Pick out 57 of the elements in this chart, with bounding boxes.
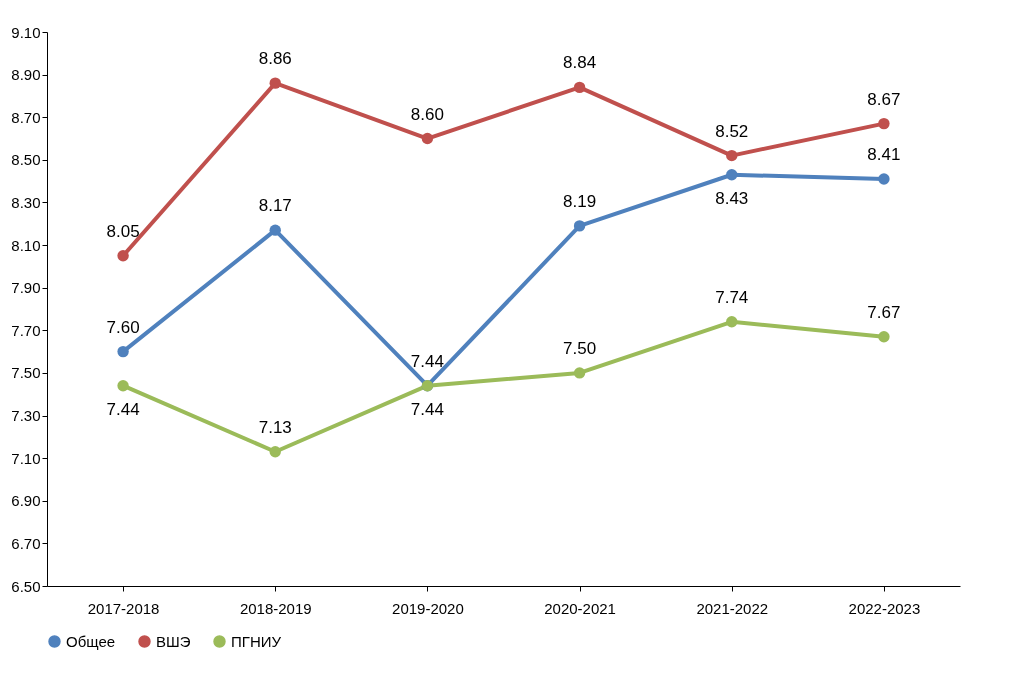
y-tick-label: 8.50: [11, 151, 41, 169]
y-tick-label: 7.70: [11, 321, 41, 339]
legend-label: Общее: [66, 632, 116, 650]
data-label: 8.60: [410, 104, 444, 124]
point: [117, 345, 129, 358]
point: [573, 81, 586, 94]
point: [117, 250, 129, 262]
point: [573, 367, 586, 379]
data-label: 8.86: [258, 49, 292, 69]
data-label: 8.05: [106, 221, 140, 241]
point: [421, 132, 434, 145]
data-label: 8.41: [867, 145, 901, 165]
y-tick-label: 7.90: [11, 279, 41, 297]
x-tick-label: 2017-2018: [87, 599, 160, 617]
x-tick-label: 2019-2020: [392, 599, 464, 617]
y-tick-label: 6.50: [11, 577, 41, 595]
x-tick-label: 2020-2021: [544, 599, 616, 617]
y-tick-label: 7.30: [11, 407, 41, 425]
data-label: 8.43: [715, 188, 749, 208]
point: [878, 173, 890, 185]
point: [726, 149, 738, 162]
point: [878, 331, 890, 343]
data-label: 7.50: [563, 338, 597, 358]
y-tick-label: 8.90: [11, 66, 41, 84]
y-tick-label: 7.10: [11, 449, 41, 467]
point: [269, 224, 281, 236]
y-tick-label: 8.30: [11, 193, 41, 211]
point: [726, 316, 738, 328]
data-label: 8.17: [258, 196, 292, 216]
point: [117, 380, 129, 392]
y-tick-label: 7.50: [11, 364, 41, 382]
point: [726, 169, 738, 181]
data-label: 7.44: [106, 399, 140, 419]
y-tick-label: 8.10: [11, 236, 41, 254]
y-tick-label: 9.10: [11, 23, 41, 41]
x-tick-label: 2018-2019: [239, 599, 312, 617]
y-tick-label: 6.70: [11, 534, 41, 552]
data-label: 7.74: [715, 287, 749, 307]
data-label: 8.19: [563, 191, 597, 211]
legend-label: ПГНИУ: [231, 632, 282, 650]
y-tick-label: 8.70: [11, 108, 41, 126]
data-label: 7.13: [258, 417, 292, 437]
x-tick-label: 2021-2022: [696, 599, 769, 617]
point: [269, 77, 281, 89]
data-label: 7.60: [106, 317, 140, 337]
data-label: 8.52: [715, 121, 749, 141]
x-tick-label: 2022-2023: [848, 599, 921, 617]
point: [573, 220, 586, 232]
legend-label: ВШЭ: [156, 632, 191, 650]
point: [269, 446, 281, 458]
point: [878, 117, 890, 130]
data-label: 8.84: [563, 53, 597, 73]
y-tick-label: 6.90: [11, 492, 41, 510]
data-label: 7.44: [410, 399, 444, 419]
data-label: 7.44: [410, 351, 444, 371]
data-label: 7.67: [867, 302, 901, 322]
data-label: 8.67: [867, 89, 901, 109]
